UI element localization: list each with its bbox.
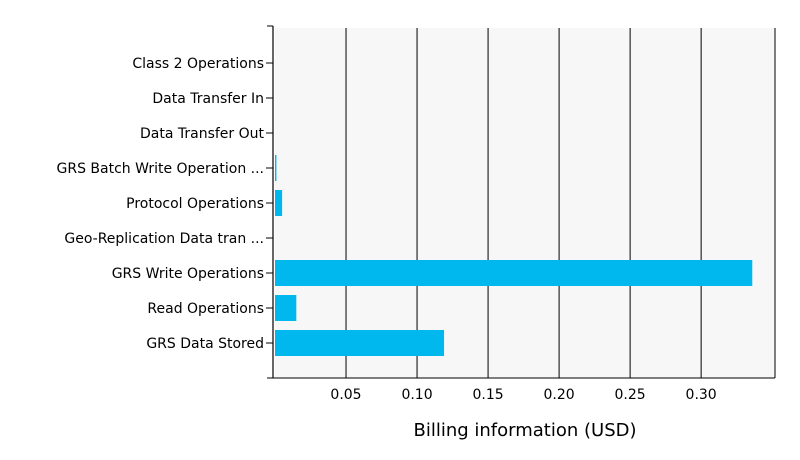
- category-label: GRS Write Operations: [112, 266, 264, 282]
- category-label: Class 2 Operations: [132, 56, 264, 72]
- category-label: Protocol Operations: [126, 196, 264, 212]
- x-tick-label: 0.15: [472, 387, 503, 403]
- x-tick-label: 0.25: [615, 387, 646, 403]
- category-label: Data Transfer Out: [140, 126, 265, 142]
- x-axis: 0.05 0.10 0.15 0.20 0.25 0.30: [273, 377, 775, 403]
- category-label: Geo-Replication Data tran ...: [64, 231, 264, 247]
- category-label: Data Transfer In: [152, 91, 264, 107]
- x-tick-label: 0.10: [401, 387, 432, 403]
- y-axis: Class 2 Operations Data Transfer In Data T…: [57, 25, 274, 379]
- category-label: GRS Batch Write Operation ...: [57, 161, 265, 177]
- bar: [275, 260, 753, 286]
- x-tick-label: 0.20: [544, 387, 575, 403]
- x-tick-label: 0.05: [330, 387, 361, 403]
- bar: [275, 190, 283, 216]
- category-label: Read Operations: [147, 301, 264, 317]
- bar: [275, 155, 277, 181]
- bars: [275, 155, 753, 356]
- category-label: GRS Data Stored: [146, 336, 264, 352]
- bar: [275, 295, 297, 321]
- plot-area-background: [275, 28, 775, 378]
- x-axis-title: Billing information (USD): [413, 420, 636, 441]
- bar: [275, 330, 445, 356]
- gridlines: [345, 28, 776, 378]
- x-tick-label: 0.30: [686, 387, 717, 403]
